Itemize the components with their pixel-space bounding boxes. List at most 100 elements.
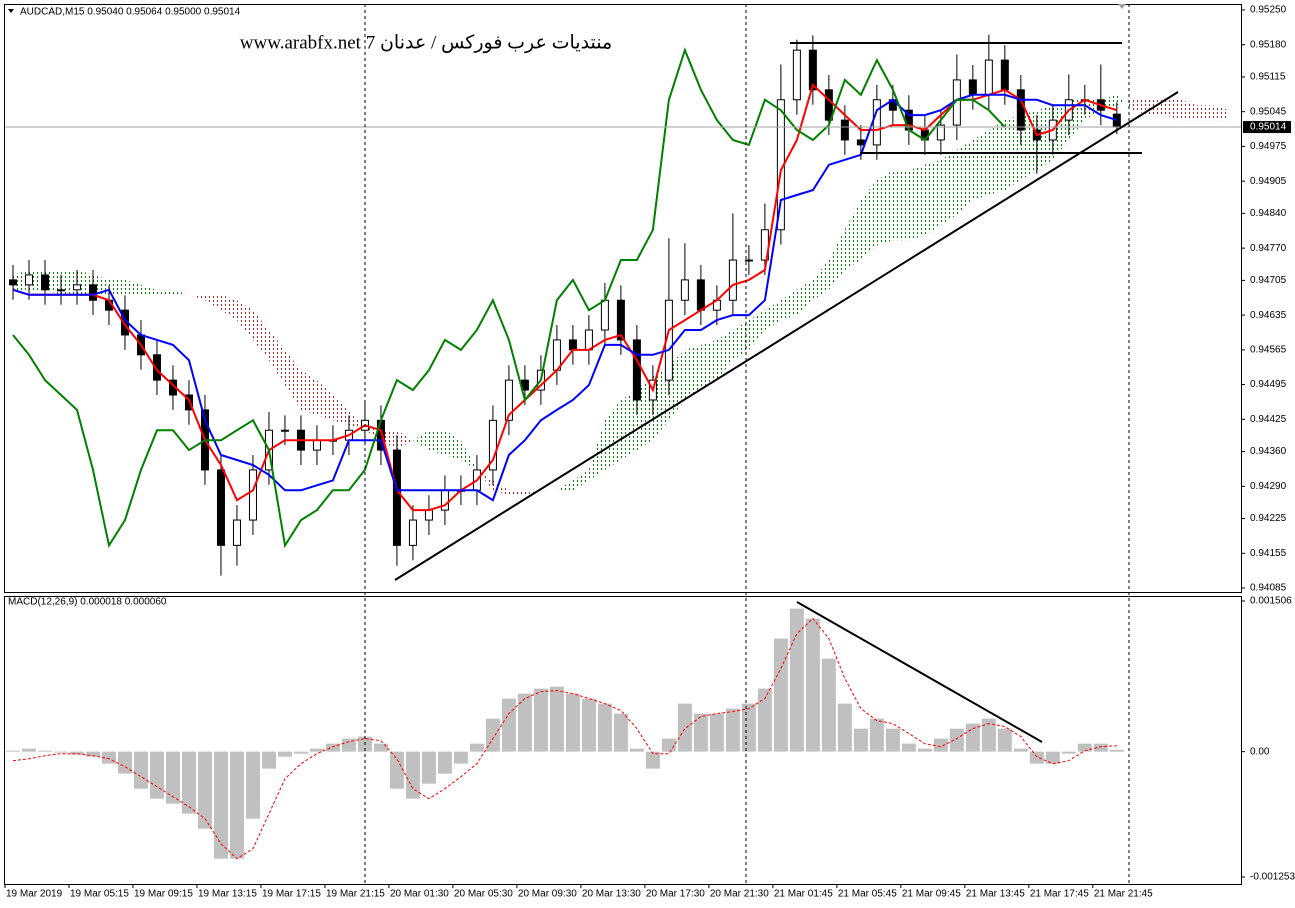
- candle-body: [568, 339, 577, 351]
- cloud-segment: [1212, 105, 1229, 121]
- macd-bar: [805, 618, 820, 752]
- x-tick-label: 21 Mar 13:45: [966, 889, 1025, 900]
- x-tick-label: 21 Mar 05:45: [838, 889, 897, 900]
- macd-layer: [5, 608, 1124, 860]
- candle-body: [600, 299, 609, 331]
- macd-bar: [869, 718, 884, 752]
- cloud-segment: [412, 430, 429, 451]
- cloud-segment: [316, 380, 333, 421]
- x-tick-label: 19 Mar 17:15: [262, 889, 321, 900]
- candle-body: [632, 339, 641, 401]
- candle-body: [968, 79, 977, 96]
- cloud-segment: [572, 469, 589, 491]
- macd-header: MACD(12,26,9) 0.000018 0.000060: [8, 597, 167, 608]
- x-tick-label: 21 Mar 17:45: [1030, 889, 1089, 900]
- menu-triangle[interactable]: [8, 9, 14, 13]
- candle-body: [232, 519, 241, 546]
- macd-bar: [341, 738, 356, 752]
- candle-body: [984, 59, 993, 96]
- signal-line: [12, 617, 1117, 860]
- cloud-segment: [300, 370, 317, 415]
- y-tick-label: 0.94565: [1250, 344, 1287, 355]
- cloud-segment: [140, 284, 157, 295]
- cloud-segment: [812, 260, 829, 301]
- cloud-segment: [700, 339, 717, 391]
- cloud-segment: [732, 320, 749, 361]
- candle-body: [728, 259, 737, 301]
- cloud-segment: [252, 310, 269, 361]
- cloud-segment: [684, 344, 701, 400]
- cloud-segment: [444, 430, 461, 461]
- macd-bar: [725, 708, 740, 752]
- macd-bar: [501, 698, 516, 752]
- macd-bar: [1093, 743, 1108, 752]
- symbol-header: AUDCAD,M15 0.95040 0.95064 0.95000 0.950…: [20, 7, 241, 18]
- y-tick-label: 0.95180: [1250, 39, 1287, 50]
- macd-bar: [517, 693, 532, 752]
- y-tick-label: 0.94705: [1250, 275, 1287, 286]
- macd-bar: [997, 728, 1012, 752]
- y-tick-label: 0.94425: [1250, 414, 1287, 425]
- y-tick-label: 0.94360: [1250, 446, 1287, 457]
- macd-bar: [709, 713, 724, 752]
- cloud-segment: [556, 480, 573, 491]
- cloud-segment: [524, 490, 541, 496]
- cloud-segment: [284, 349, 301, 410]
- cloud-segment: [188, 294, 205, 301]
- x-tick-label: 21 Mar 09:45: [902, 889, 961, 900]
- cloud-segment: [220, 294, 237, 321]
- y-tick-label: -0.001253: [1250, 872, 1295, 883]
- x-tick-label: 20 Mar 13:30: [582, 889, 641, 900]
- candle-body: [8, 279, 17, 286]
- macd-bar: [261, 751, 276, 769]
- y-tick-label: 0.94495: [1250, 379, 1287, 390]
- cloud-segment: [828, 229, 845, 290]
- cloud-segment: [892, 170, 909, 241]
- candle-body: [856, 139, 865, 146]
- y-tick-label: 0.94635: [1250, 310, 1287, 321]
- candle-body: [280, 429, 289, 432]
- y-tick-label: 0.94770: [1250, 243, 1287, 254]
- macd-frame: [4, 596, 1242, 885]
- candle-body: [840, 119, 849, 141]
- cloud-segment: [940, 149, 957, 225]
- candle-body: [616, 299, 625, 341]
- y-tick-label: 0.94290: [1250, 481, 1287, 492]
- candle-body: [936, 124, 945, 141]
- candle-body: [216, 469, 225, 546]
- candle-body: [248, 469, 257, 521]
- macd-bar: [949, 728, 964, 752]
- candle-body: [24, 274, 33, 286]
- cloud-segment: [908, 164, 925, 241]
- candle-body: [504, 379, 513, 421]
- y-tick-label: 0.94155: [1250, 548, 1287, 559]
- macd-bar: [933, 738, 948, 752]
- macd-bar: [117, 751, 132, 774]
- cloud-segment: [428, 430, 445, 456]
- cloud-segment: [396, 430, 413, 451]
- macd-bar: [789, 608, 804, 752]
- y-tick-label: 0.95115: [1250, 72, 1286, 83]
- candle-body: [152, 354, 161, 381]
- y-tick-label: 0.94975: [1250, 141, 1287, 152]
- indicator-layer: [12, 47, 1118, 549]
- cloud-segment: [620, 390, 637, 461]
- candle-body: [824, 89, 833, 121]
- cloud-segment: [924, 159, 941, 236]
- macd-bar: [181, 751, 196, 814]
- cloud-segment: [748, 310, 765, 350]
- cloud-segment: [716, 330, 733, 381]
- candle-body: [88, 284, 97, 301]
- cloud-segment: [988, 120, 1005, 196]
- candle-body: [424, 509, 433, 521]
- candle-body: [1112, 113, 1121, 128]
- macd-bar: [69, 751, 84, 755]
- indicator-line: [12, 47, 1006, 549]
- macd-bar: [21, 748, 36, 752]
- candle-body: [680, 279, 689, 301]
- macd-bar: [229, 751, 244, 859]
- macd-bar: [773, 638, 788, 752]
- macd-bar: [917, 748, 932, 752]
- macd-bar: [5, 750, 20, 752]
